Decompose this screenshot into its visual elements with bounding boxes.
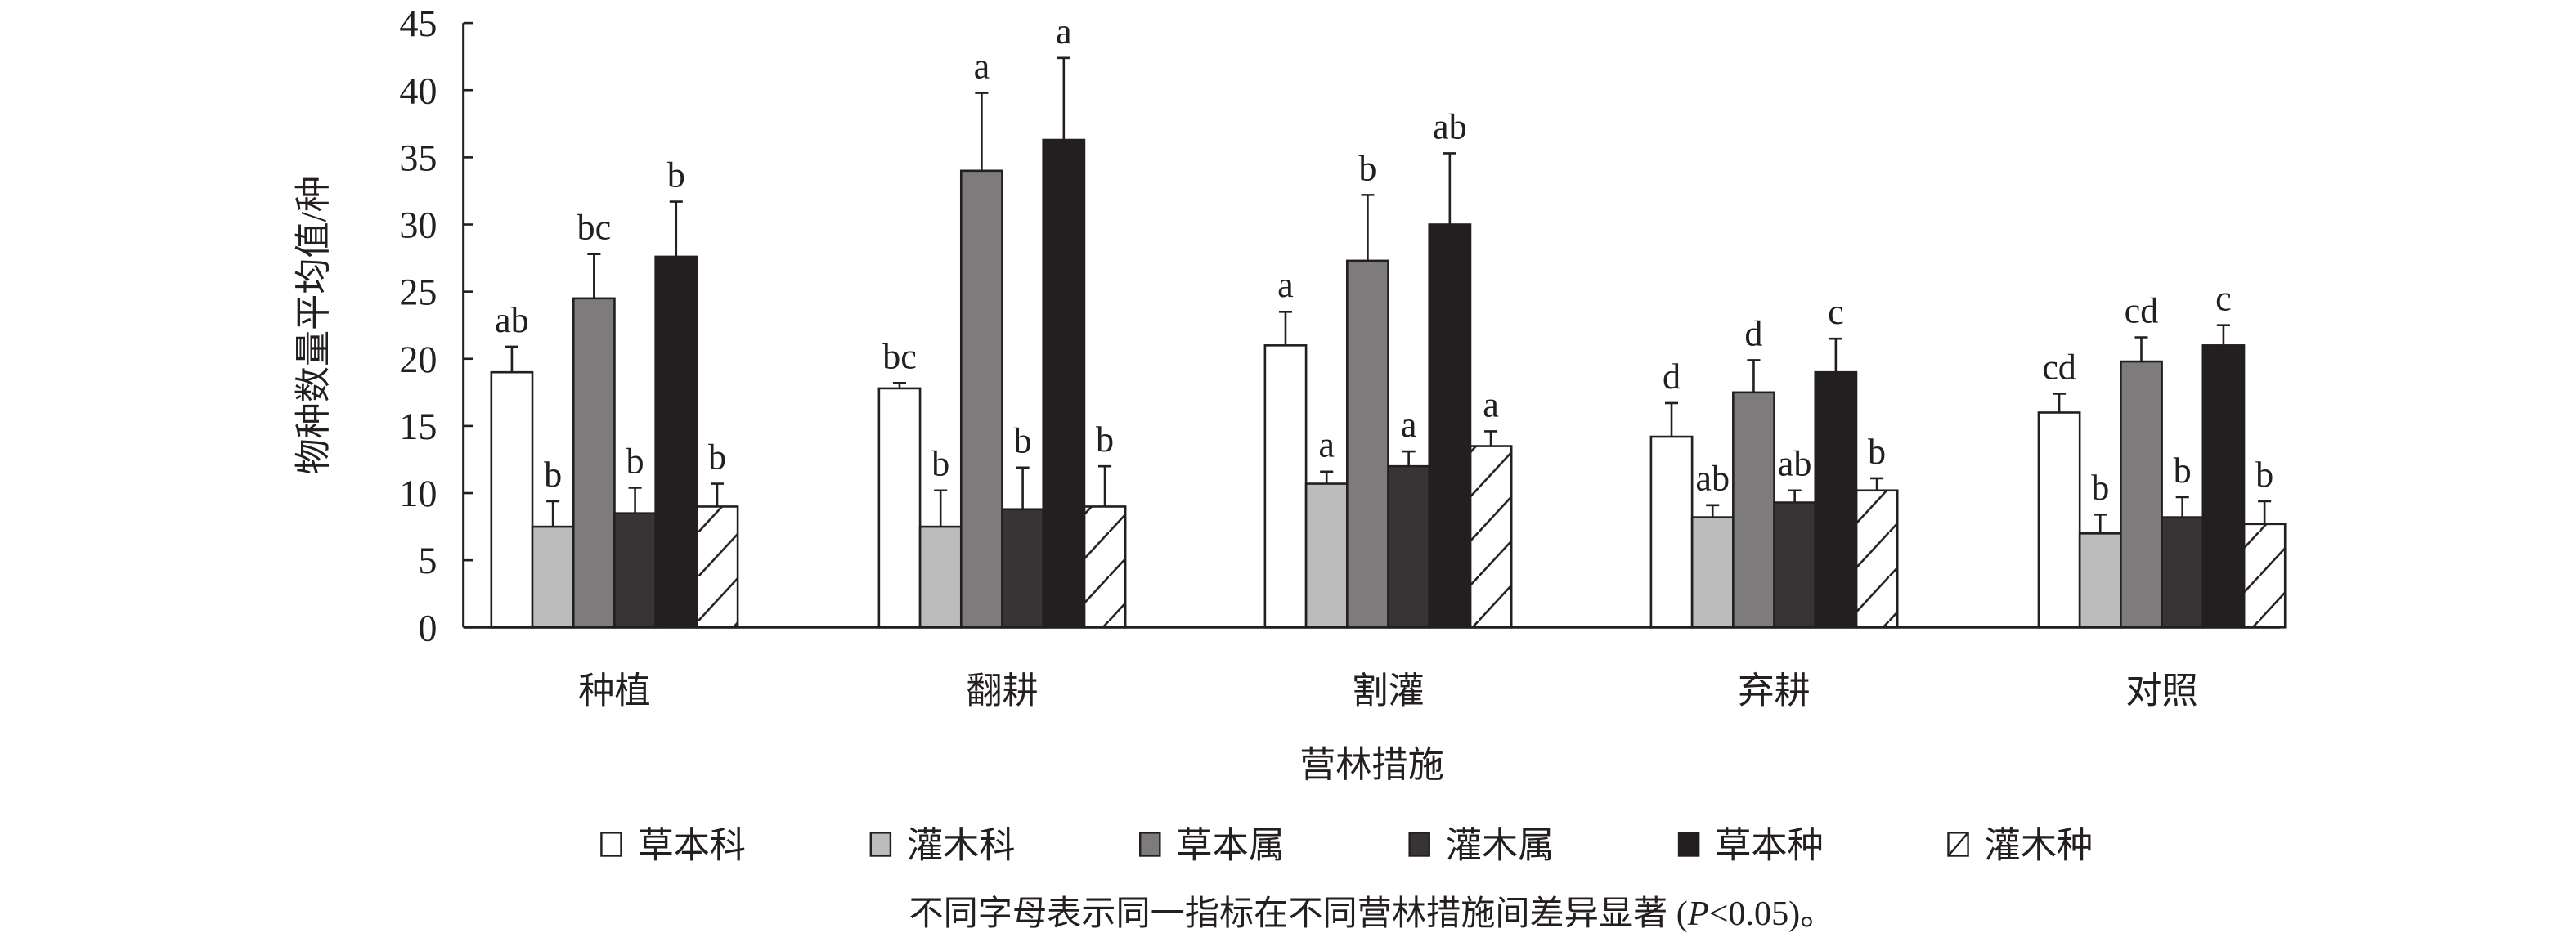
category-label: 种植 — [578, 671, 650, 711]
bar — [1346, 259, 1389, 629]
bar — [2161, 516, 2205, 629]
y-axis-title: 物种数量平均值/种 — [294, 176, 334, 475]
significance-letter: b — [2091, 468, 2109, 508]
y-tick-label: 0 — [418, 607, 437, 648]
significance-letter: b — [544, 455, 562, 495]
bar — [1001, 508, 1045, 629]
bar — [877, 387, 922, 629]
bar — [1042, 138, 1086, 629]
legend-swatch — [869, 832, 892, 857]
bar — [1263, 344, 1308, 629]
footnote: 不同字母表示同一指标在不同营林措施间差异显著 (P<0.05)。 — [909, 895, 1834, 933]
significance-letter: b — [2255, 455, 2273, 495]
significance-letter: a — [974, 46, 990, 86]
significance-letter: b — [667, 155, 685, 195]
significance-letter: b — [1096, 419, 1114, 460]
footnote-prefix: 不同字母表示同一指标在不同营林措施间差异显著 ( — [909, 895, 1687, 933]
legend-label: 草本属 — [1176, 826, 1285, 866]
significance-letter: b — [1358, 148, 1376, 188]
significance-letter: c — [2215, 279, 2232, 319]
significance-letter: b — [626, 441, 644, 481]
bar — [613, 512, 657, 629]
bar — [1690, 516, 1735, 629]
y-tick-label: 25 — [399, 271, 437, 313]
significance-letter: a — [1401, 405, 1417, 445]
y-tick-label: 35 — [399, 137, 437, 178]
bar — [2037, 411, 2081, 629]
bar — [2242, 523, 2287, 629]
bar — [2120, 360, 2163, 629]
category-label: 割灌 — [1352, 671, 1424, 711]
significance-letter: ab — [495, 300, 529, 340]
bar — [1773, 501, 1817, 629]
legend-label: 灌木种 — [1985, 826, 2094, 866]
x-axis-title: 营林措施 — [1299, 745, 1444, 785]
y-tick-label: 15 — [399, 406, 437, 447]
significance-letter: c — [1828, 292, 1844, 332]
significance-letter: b — [1014, 421, 1032, 461]
category-label: 翻耕 — [966, 671, 1038, 711]
bar — [918, 525, 963, 629]
bar — [695, 505, 739, 629]
footnote-suffix: <0.05)。 — [1709, 895, 1835, 933]
significance-letter: ab — [1695, 459, 1730, 499]
significance-letter: cd — [2125, 290, 2159, 330]
bar — [490, 370, 534, 629]
footnote-p: P — [1687, 895, 1709, 933]
bar — [1732, 391, 1775, 629]
legend-swatch — [1677, 832, 1700, 857]
bar — [1855, 489, 1899, 629]
bar — [1083, 505, 1127, 629]
significance-letter: a — [1318, 425, 1335, 465]
legend-label: 草本科 — [638, 826, 747, 866]
legend-swatch — [600, 832, 622, 857]
significance-letter: b — [2174, 451, 2192, 491]
bar — [2078, 532, 2122, 629]
legend-label: 灌木科 — [907, 826, 1016, 866]
significance-letter: a — [1056, 11, 1072, 52]
significance-letter: cd — [2042, 347, 2076, 387]
legend-swatch — [1408, 832, 1430, 857]
significance-letter: b — [1868, 432, 1886, 472]
bar — [1469, 445, 1513, 629]
bar — [959, 169, 1003, 629]
significance-letter: a — [1483, 384, 1499, 424]
bar — [1814, 370, 1858, 629]
axes: 0 5 10 15 20 25 30 35 40 45 种植 翻耕 割灌 弃耕 对照 — [399, 2, 2281, 711]
significance-letter: bc — [577, 208, 611, 248]
significance-letter: d — [1744, 313, 1762, 353]
significance-letter: d — [1663, 357, 1681, 397]
y-tick-label: 20 — [399, 339, 437, 380]
y-tick-label: 40 — [399, 70, 437, 111]
y-tick-label: 5 — [418, 540, 437, 581]
legend-hatch — [1947, 832, 1969, 857]
significance-letter: a — [1277, 265, 1294, 305]
bar — [654, 255, 698, 629]
bar — [2201, 344, 2246, 629]
bar — [1649, 435, 1694, 629]
legend-label: 灌木属 — [1446, 826, 1555, 866]
significance-letter: ab — [1433, 106, 1467, 146]
bar — [1387, 464, 1431, 629]
y-tick-label: 10 — [399, 473, 437, 514]
bar — [1428, 223, 1472, 629]
y-tick-label: 30 — [399, 204, 437, 246]
significance-letter: b — [931, 444, 949, 484]
category-label: 弃耕 — [1738, 671, 1810, 711]
bar — [1304, 482, 1349, 629]
legend-swatch — [1139, 832, 1161, 857]
y-tick-label: 45 — [399, 2, 437, 44]
legend-label: 草本种 — [1715, 826, 1824, 866]
legend: 草本科 灌木科 草本属 灌木属 草本种 灌木种 — [600, 826, 2094, 866]
bar — [531, 525, 575, 629]
significance-letter: bc — [882, 336, 917, 376]
significance-letter: b — [708, 437, 726, 477]
category-label: 对照 — [2125, 671, 2197, 711]
bar — [572, 297, 616, 629]
significance-letter: ab — [1778, 444, 1812, 484]
